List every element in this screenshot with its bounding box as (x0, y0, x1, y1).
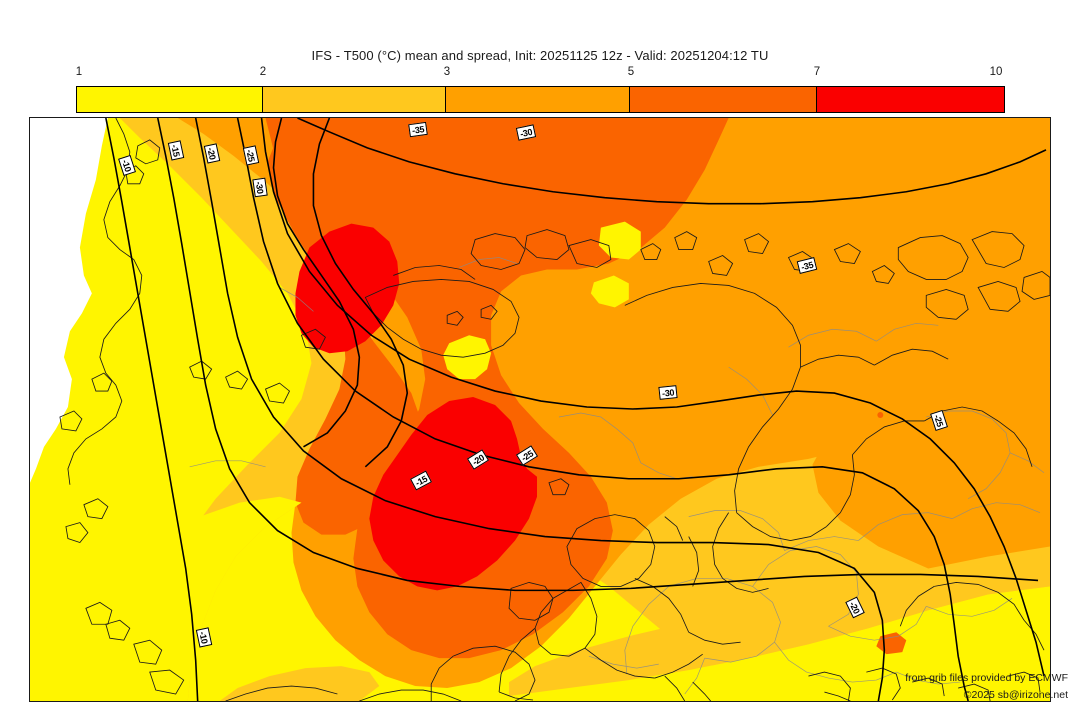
spread-band-2-3-northafrica (219, 666, 380, 701)
colorbar-tick-2: 2 (259, 66, 267, 78)
spread-patch-yellow-norway (590, 275, 629, 308)
colorbar-segment-1-2 (77, 87, 263, 112)
colorbar-tick-1: 1 (75, 66, 83, 78)
isotherm-minus25 (236, 118, 969, 701)
colorbar-tick-10: 10 (989, 66, 1003, 78)
isotherm-minus20 (194, 118, 886, 701)
contour-label: -30 (658, 385, 678, 400)
contour-label: -35 (408, 121, 428, 138)
colorbar-segment-2-3 (262, 87, 447, 112)
spread-band-7-10 (369, 397, 538, 591)
spread-band-1-2-southwest (30, 482, 302, 701)
spread-band-2-3-south (509, 546, 1050, 697)
spread-band-7-10-north (295, 223, 400, 354)
colorbar-tick-7: 7 (813, 66, 821, 78)
isotherm-minus30 (260, 118, 1045, 677)
contour-label: -30 (252, 177, 268, 198)
credit-source: from grib files provided by ECMWF (905, 672, 1068, 684)
isotherm-minus35 (297, 118, 1047, 205)
colorbar-segment-5-7 (629, 87, 818, 112)
no-data-region (30, 118, 108, 483)
isotherm-minus35-loop (312, 118, 409, 468)
credit-copyright: ©2025 sb@irizone.net (963, 689, 1068, 701)
isotherm-contours (105, 118, 1047, 701)
coastlines (59, 118, 1050, 701)
isotherm-minus10 (105, 118, 199, 701)
spread-patch-yellow-iceland (443, 335, 492, 380)
spread-band-3-5-east (812, 367, 1050, 587)
page-title: IFS - T500 (°C) mean and spread, Init: 2… (311, 48, 769, 63)
colorbar-tick-5: 5 (627, 66, 635, 78)
map-canvas[interactable]: -35 -30 -15 -20 -25 -10 -30 -35 -30 -20 … (29, 117, 1051, 702)
colorbar-tick-3: 3 (443, 66, 451, 78)
colorbar-gradient-bar (76, 86, 1005, 113)
colorbar-segment-3-5 (446, 87, 630, 112)
isotherm-minus30-loop (272, 118, 361, 448)
isotherm-minus15 (156, 118, 1039, 592)
spread-band-1-2-south (459, 586, 1050, 701)
colorbar-legend: 1 2 3 5 7 10 (0, 66, 1080, 113)
colorbar-segment-7-10 (817, 87, 1004, 112)
spread-dot-1 (877, 411, 884, 418)
colorbar-tick-labels: 1 2 3 5 7 10 (0, 66, 1080, 82)
map-graphic (30, 118, 1050, 701)
